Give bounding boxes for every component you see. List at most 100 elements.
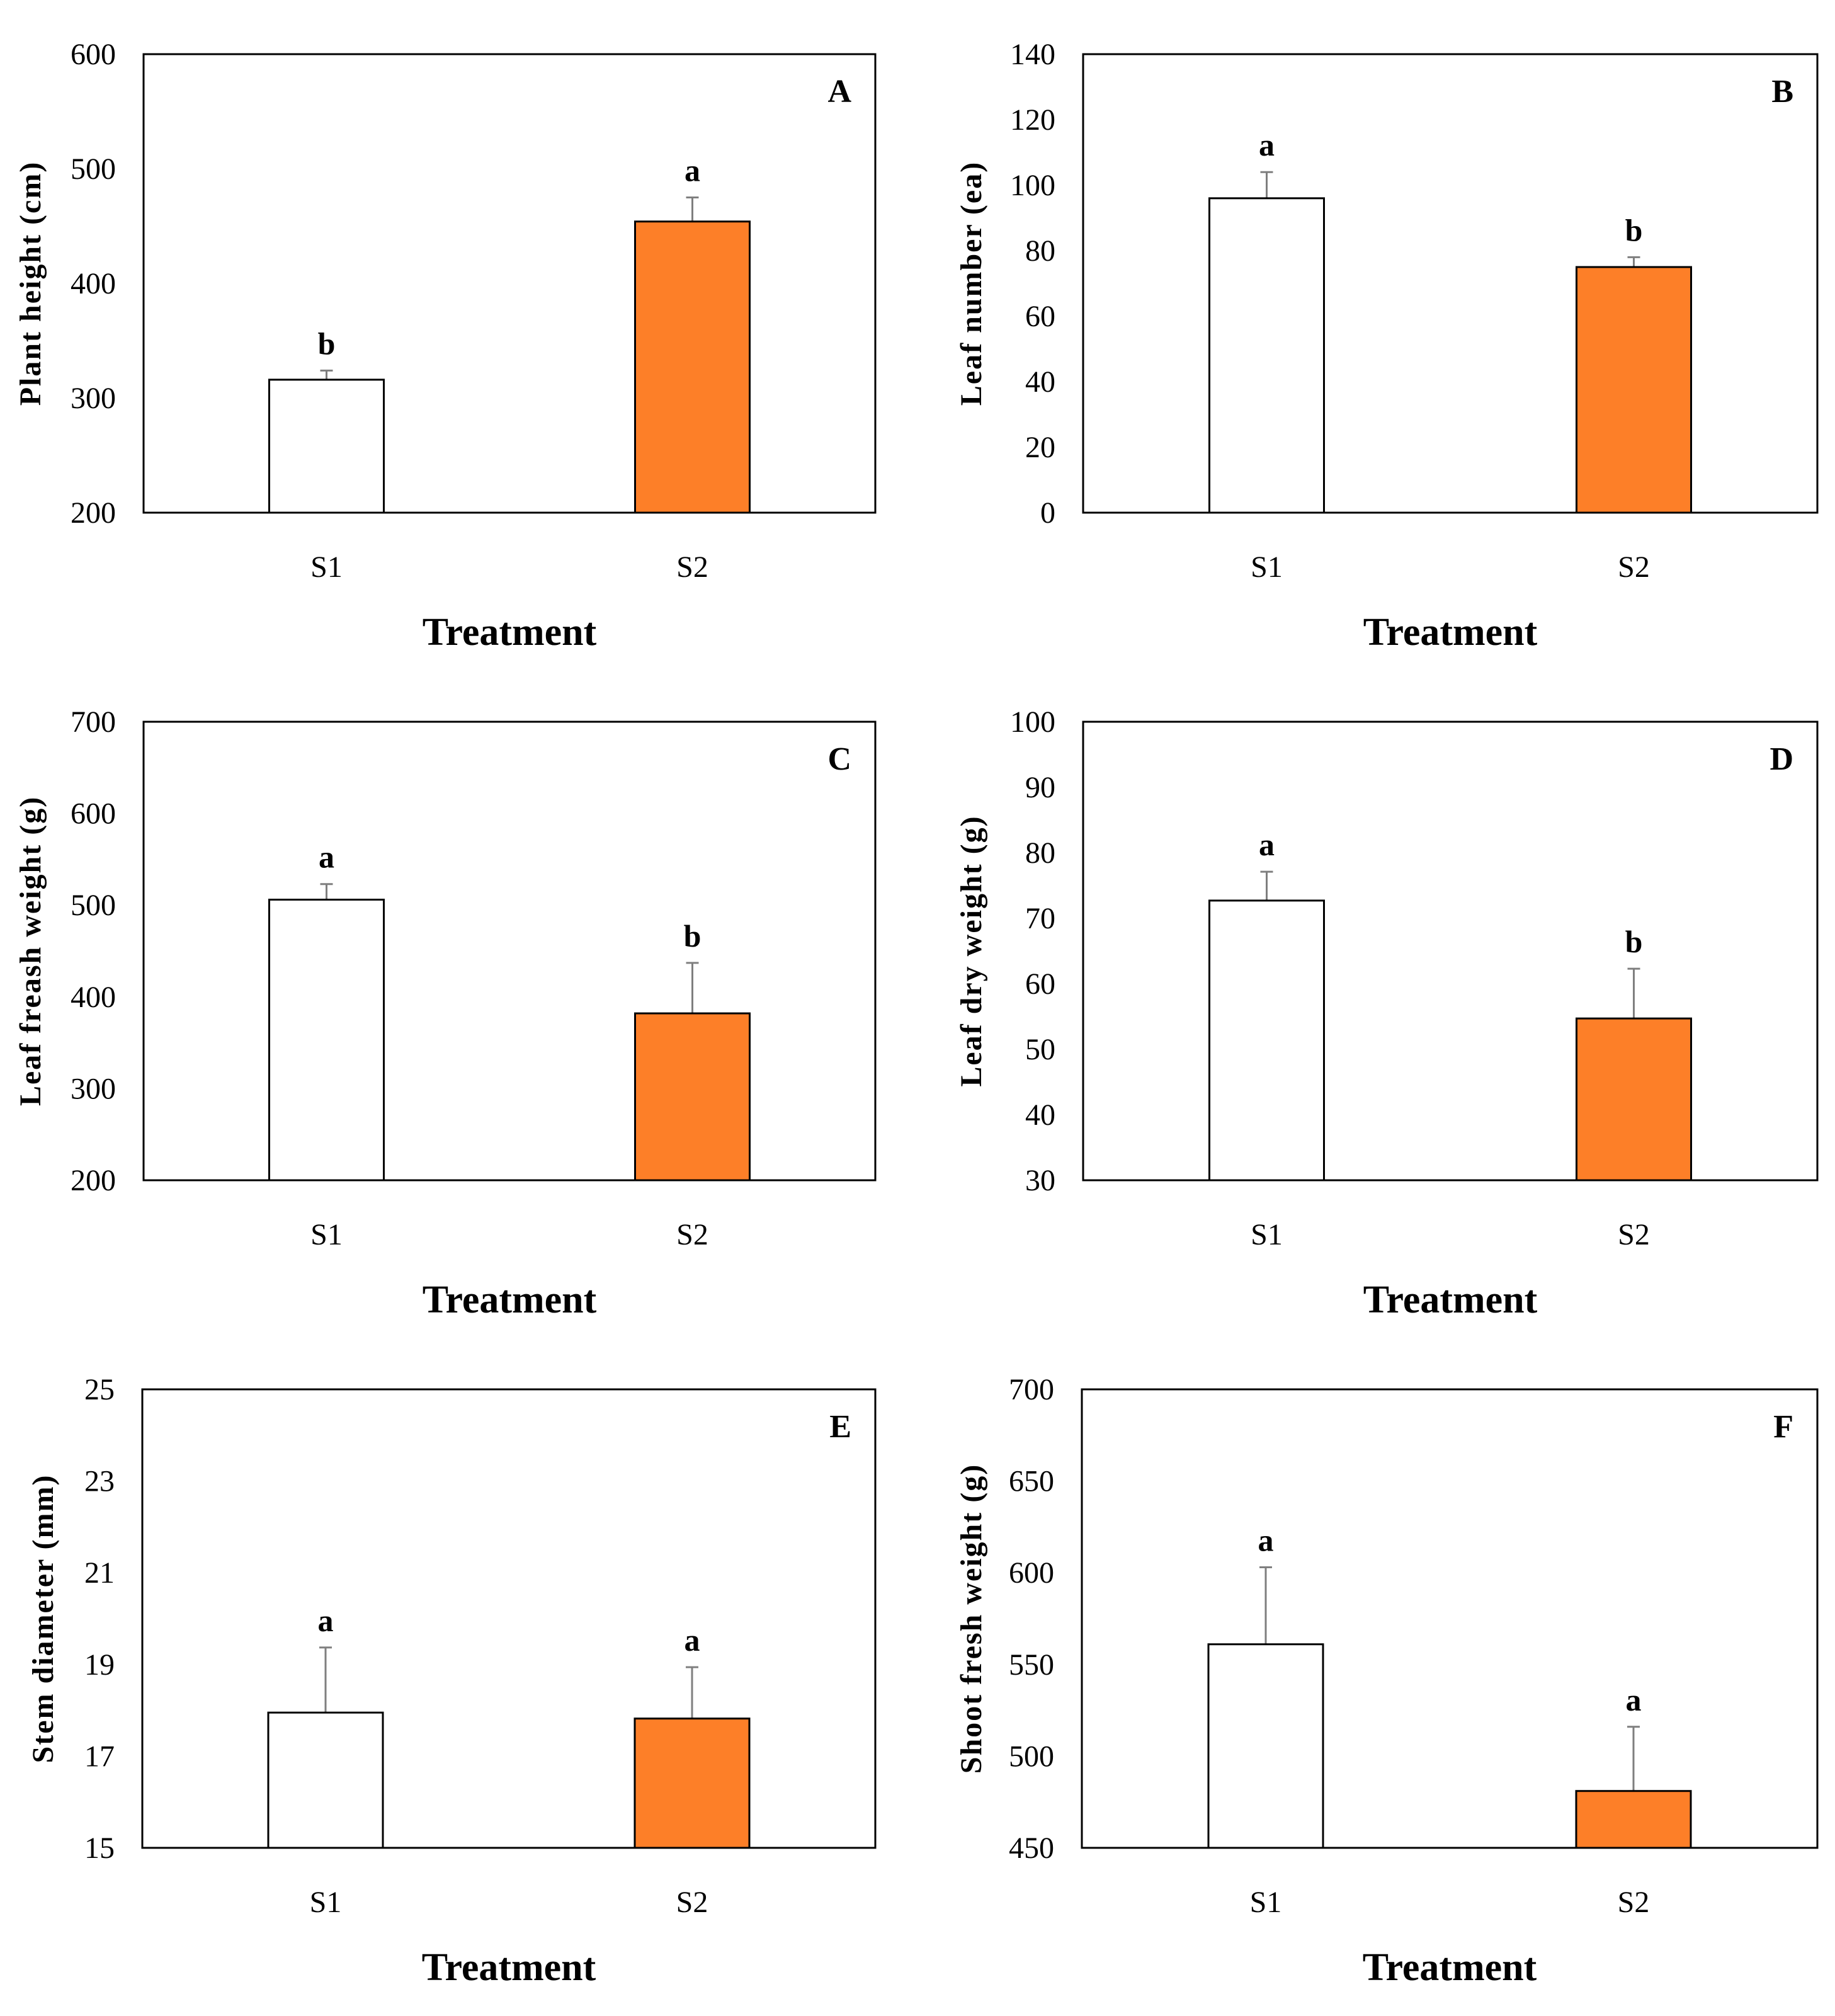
bar-c-s2 (634, 1012, 751, 1182)
y-tick-label-d: 50 (1025, 1033, 1055, 1066)
y-tick-label-e: 25 (84, 1373, 115, 1406)
y-tick-label-e: 21 (84, 1556, 115, 1590)
x-axis-title-c: Treatment (423, 1279, 597, 1321)
y-tick-label-d: 40 (1025, 1098, 1055, 1132)
y-tick-label-b: 60 (1025, 300, 1055, 333)
y-tick-label-f: 600 (1009, 1556, 1054, 1590)
y-tick-label-e: 19 (84, 1648, 115, 1682)
sig-letter-e-s2: a (685, 1622, 700, 1658)
bar-b-s1 (1208, 197, 1325, 514)
panel-letter-f: F (1773, 1409, 1793, 1445)
panel-letter-a: A (827, 74, 851, 110)
y-tick-label-a: 400 (71, 267, 116, 300)
category-label-d-s1: S1 (1251, 1218, 1283, 1251)
sig-letter-f-s1: a (1258, 1522, 1274, 1558)
y-tick-label-b: 20 (1025, 431, 1055, 464)
y-tick-label-b: 80 (1025, 234, 1055, 268)
plot-frame-c (142, 720, 877, 1182)
panel-letter-c: C (827, 741, 851, 777)
y-tick-label-a: 600 (71, 38, 116, 71)
y-tick-label-e: 23 (84, 1465, 115, 1498)
y-tick-label-d: 30 (1025, 1164, 1055, 1197)
plot-frame-a (142, 53, 877, 514)
y-axis-title-f: Shoot fresh weight (g) (955, 1464, 988, 1774)
category-label-a-s1: S1 (310, 550, 343, 584)
y-tick-label-a: 300 (71, 382, 116, 415)
x-axis-title-f: Treatment (1363, 1946, 1537, 1989)
sig-letter-c-s2: b (684, 918, 702, 954)
panel-letter-e: E (829, 1409, 851, 1445)
panel-f: a S1 a S2 450 500 550 600 650 700 F Treatment Shoot … (955, 1373, 1819, 1989)
y-tick-label-f: 700 (1009, 1373, 1054, 1406)
y-tick-label-b: 140 (1010, 38, 1055, 71)
category-label-e-s2: S2 (676, 1886, 708, 1919)
panel-b: a S1 b S2 0 20 40 60 80 100 120 140 B Treatment Leaf n… (955, 38, 1819, 654)
sig-letter-d-s2: b (1625, 924, 1643, 959)
bar-f-s2 (1575, 1790, 1692, 1849)
x-axis-title-d: Treatment (1363, 1279, 1538, 1321)
panel-c: a S1 b S2 200 300 400 500 600 700 C Treatment Leaf f… (14, 705, 877, 1321)
sig-letter-b-s2: b (1625, 212, 1643, 248)
category-label-c-s2: S2 (676, 1218, 708, 1251)
y-axis-title-b: Leaf number (ea) (955, 161, 988, 406)
category-label-d-s2: S2 (1618, 1218, 1650, 1251)
y-tick-label-d: 70 (1025, 902, 1055, 935)
plot-frame-f (1081, 1388, 1819, 1849)
y-tick-label-f: 450 (1009, 1831, 1054, 1865)
x-axis-title-e: Treatment (422, 1946, 596, 1989)
y-tick-label-e: 15 (84, 1831, 115, 1865)
category-label-f-s1: S1 (1250, 1886, 1282, 1919)
y-tick-label-b: 40 (1025, 365, 1055, 399)
y-axis-title-d: Leaf dry weight (g) (955, 815, 988, 1086)
y-axis-title-e: Stem diameter (mm) (26, 1474, 60, 1763)
sig-letter-f-s2: a (1626, 1682, 1642, 1717)
category-label-e-s1: S1 (310, 1886, 342, 1919)
sig-letter-a-s2: a (685, 153, 700, 188)
y-axis-title-c: Leaf freash weight (g) (14, 796, 47, 1106)
category-label-b-s2: S2 (1618, 550, 1650, 584)
bar-d-s2 (1576, 1017, 1692, 1182)
panel-letter-b: B (1771, 74, 1793, 110)
bar-f-s1 (1207, 1643, 1324, 1849)
bar-a-s1 (268, 379, 385, 514)
category-label-f-s2: S2 (1618, 1886, 1650, 1919)
y-axis-title-a: Plant height (cm) (14, 161, 47, 406)
sig-letter-d-s1: a (1259, 827, 1275, 862)
y-tick-label-b: 100 (1010, 169, 1055, 202)
y-tick-label-f: 650 (1009, 1465, 1054, 1498)
bar-e-s2 (633, 1717, 751, 1849)
plot-frame-e (141, 1388, 877, 1849)
bar-b-s2 (1576, 266, 1692, 514)
sig-letter-b-s1: a (1259, 127, 1275, 162)
plot-frame-d (1082, 720, 1819, 1182)
bar-a-s2 (634, 220, 751, 514)
y-tick-label-b: 120 (1010, 103, 1055, 137)
y-tick-label-c: 200 (71, 1164, 116, 1197)
plot-frame-b (1082, 53, 1819, 514)
y-tick-label-c: 400 (71, 981, 116, 1014)
y-tick-label-a: 200 (71, 496, 116, 530)
y-tick-label-b: 0 (1040, 496, 1055, 530)
sig-letter-a-s1: b (318, 326, 336, 361)
sig-letter-e-s1: a (318, 1603, 334, 1638)
y-tick-label-f: 500 (1009, 1740, 1054, 1773)
bar-c-s1 (268, 898, 385, 1182)
panel-d: a S1 b S2 30 40 50 60 70 80 90 100 D Treatment Leaf dr… (955, 705, 1819, 1321)
y-tick-label-c: 500 (71, 889, 116, 922)
y-tick-label-c: 300 (71, 1072, 116, 1105)
y-tick-label-d: 80 (1025, 836, 1055, 870)
y-tick-label-d: 90 (1025, 771, 1055, 804)
y-tick-label-d: 60 (1025, 967, 1055, 1001)
x-axis-title-a: Treatment (423, 611, 597, 654)
bar-d-s1 (1208, 899, 1325, 1182)
y-tick-label-c: 700 (71, 705, 116, 739)
category-label-c-s1: S1 (310, 1218, 343, 1251)
y-tick-label-f: 550 (1009, 1648, 1054, 1682)
y-tick-label-d: 100 (1010, 705, 1055, 739)
panel-a: b S1 a S2 200 300 400 500 600 A Treatment Plant hei… (14, 38, 877, 654)
bar-e-s1 (267, 1711, 384, 1849)
x-axis-title-b: Treatment (1363, 611, 1538, 654)
panel-e: a S1 a S2 15 17 19 21 23 25 E Treatment Stem diamete… (26, 1373, 877, 1989)
category-label-b-s1: S1 (1251, 550, 1283, 584)
